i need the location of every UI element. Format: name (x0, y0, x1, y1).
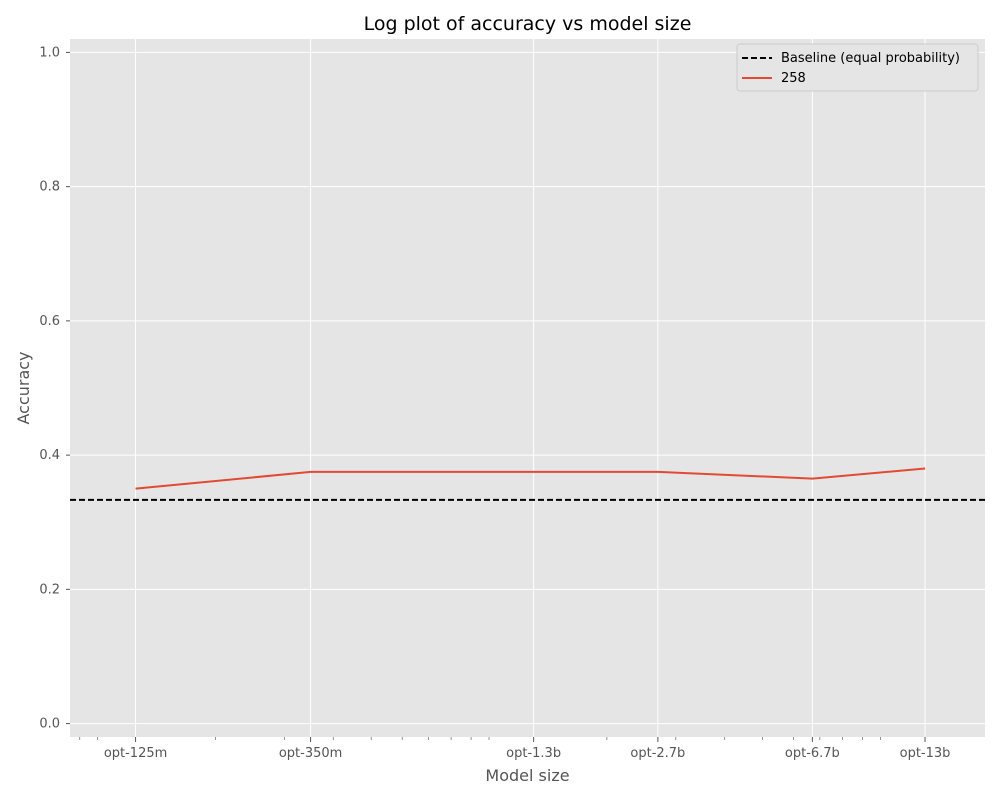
series-layer (70, 467, 985, 501)
y-tick-label: 0.8 (39, 180, 60, 195)
x-tick-label: opt-13b (900, 746, 951, 761)
x-tick-label: opt-350m (279, 746, 342, 761)
y-tick-label: 0.2 (39, 582, 60, 597)
y-tick-label: 0.4 (39, 448, 60, 463)
y-tick-label: 1.0 (39, 45, 60, 60)
y-tick-label: 0.0 (39, 717, 60, 732)
x-tick-label: opt-1.3b (506, 746, 561, 761)
legend-series-label: 258 (781, 71, 806, 86)
legend-baseline-label: Baseline (equal probability) (781, 51, 960, 66)
x-tick-label: opt-125m (104, 746, 167, 761)
x-tick-label: opt-6.7b (785, 746, 840, 761)
grid (70, 39, 985, 737)
y-axis-label: Accuracy (14, 351, 33, 424)
legend-box (736, 43, 979, 92)
x-axis-label: Model size (485, 766, 569, 785)
legend: Baseline (equal probability) 258 (736, 43, 979, 92)
y-tick-label: 0.6 (39, 314, 60, 329)
minor-ticks (66, 51, 926, 742)
tick-labels: 0.0 0.2 0.4 0.6 0.8 1.0 opt-125m opt-350m opt-1.… (39, 45, 950, 761)
plot-area (70, 39, 985, 737)
series-line (135, 467, 926, 490)
chart-title: Log plot of accuracy vs model size (364, 13, 692, 35)
x-tick-label: opt-2.7b (630, 746, 685, 761)
